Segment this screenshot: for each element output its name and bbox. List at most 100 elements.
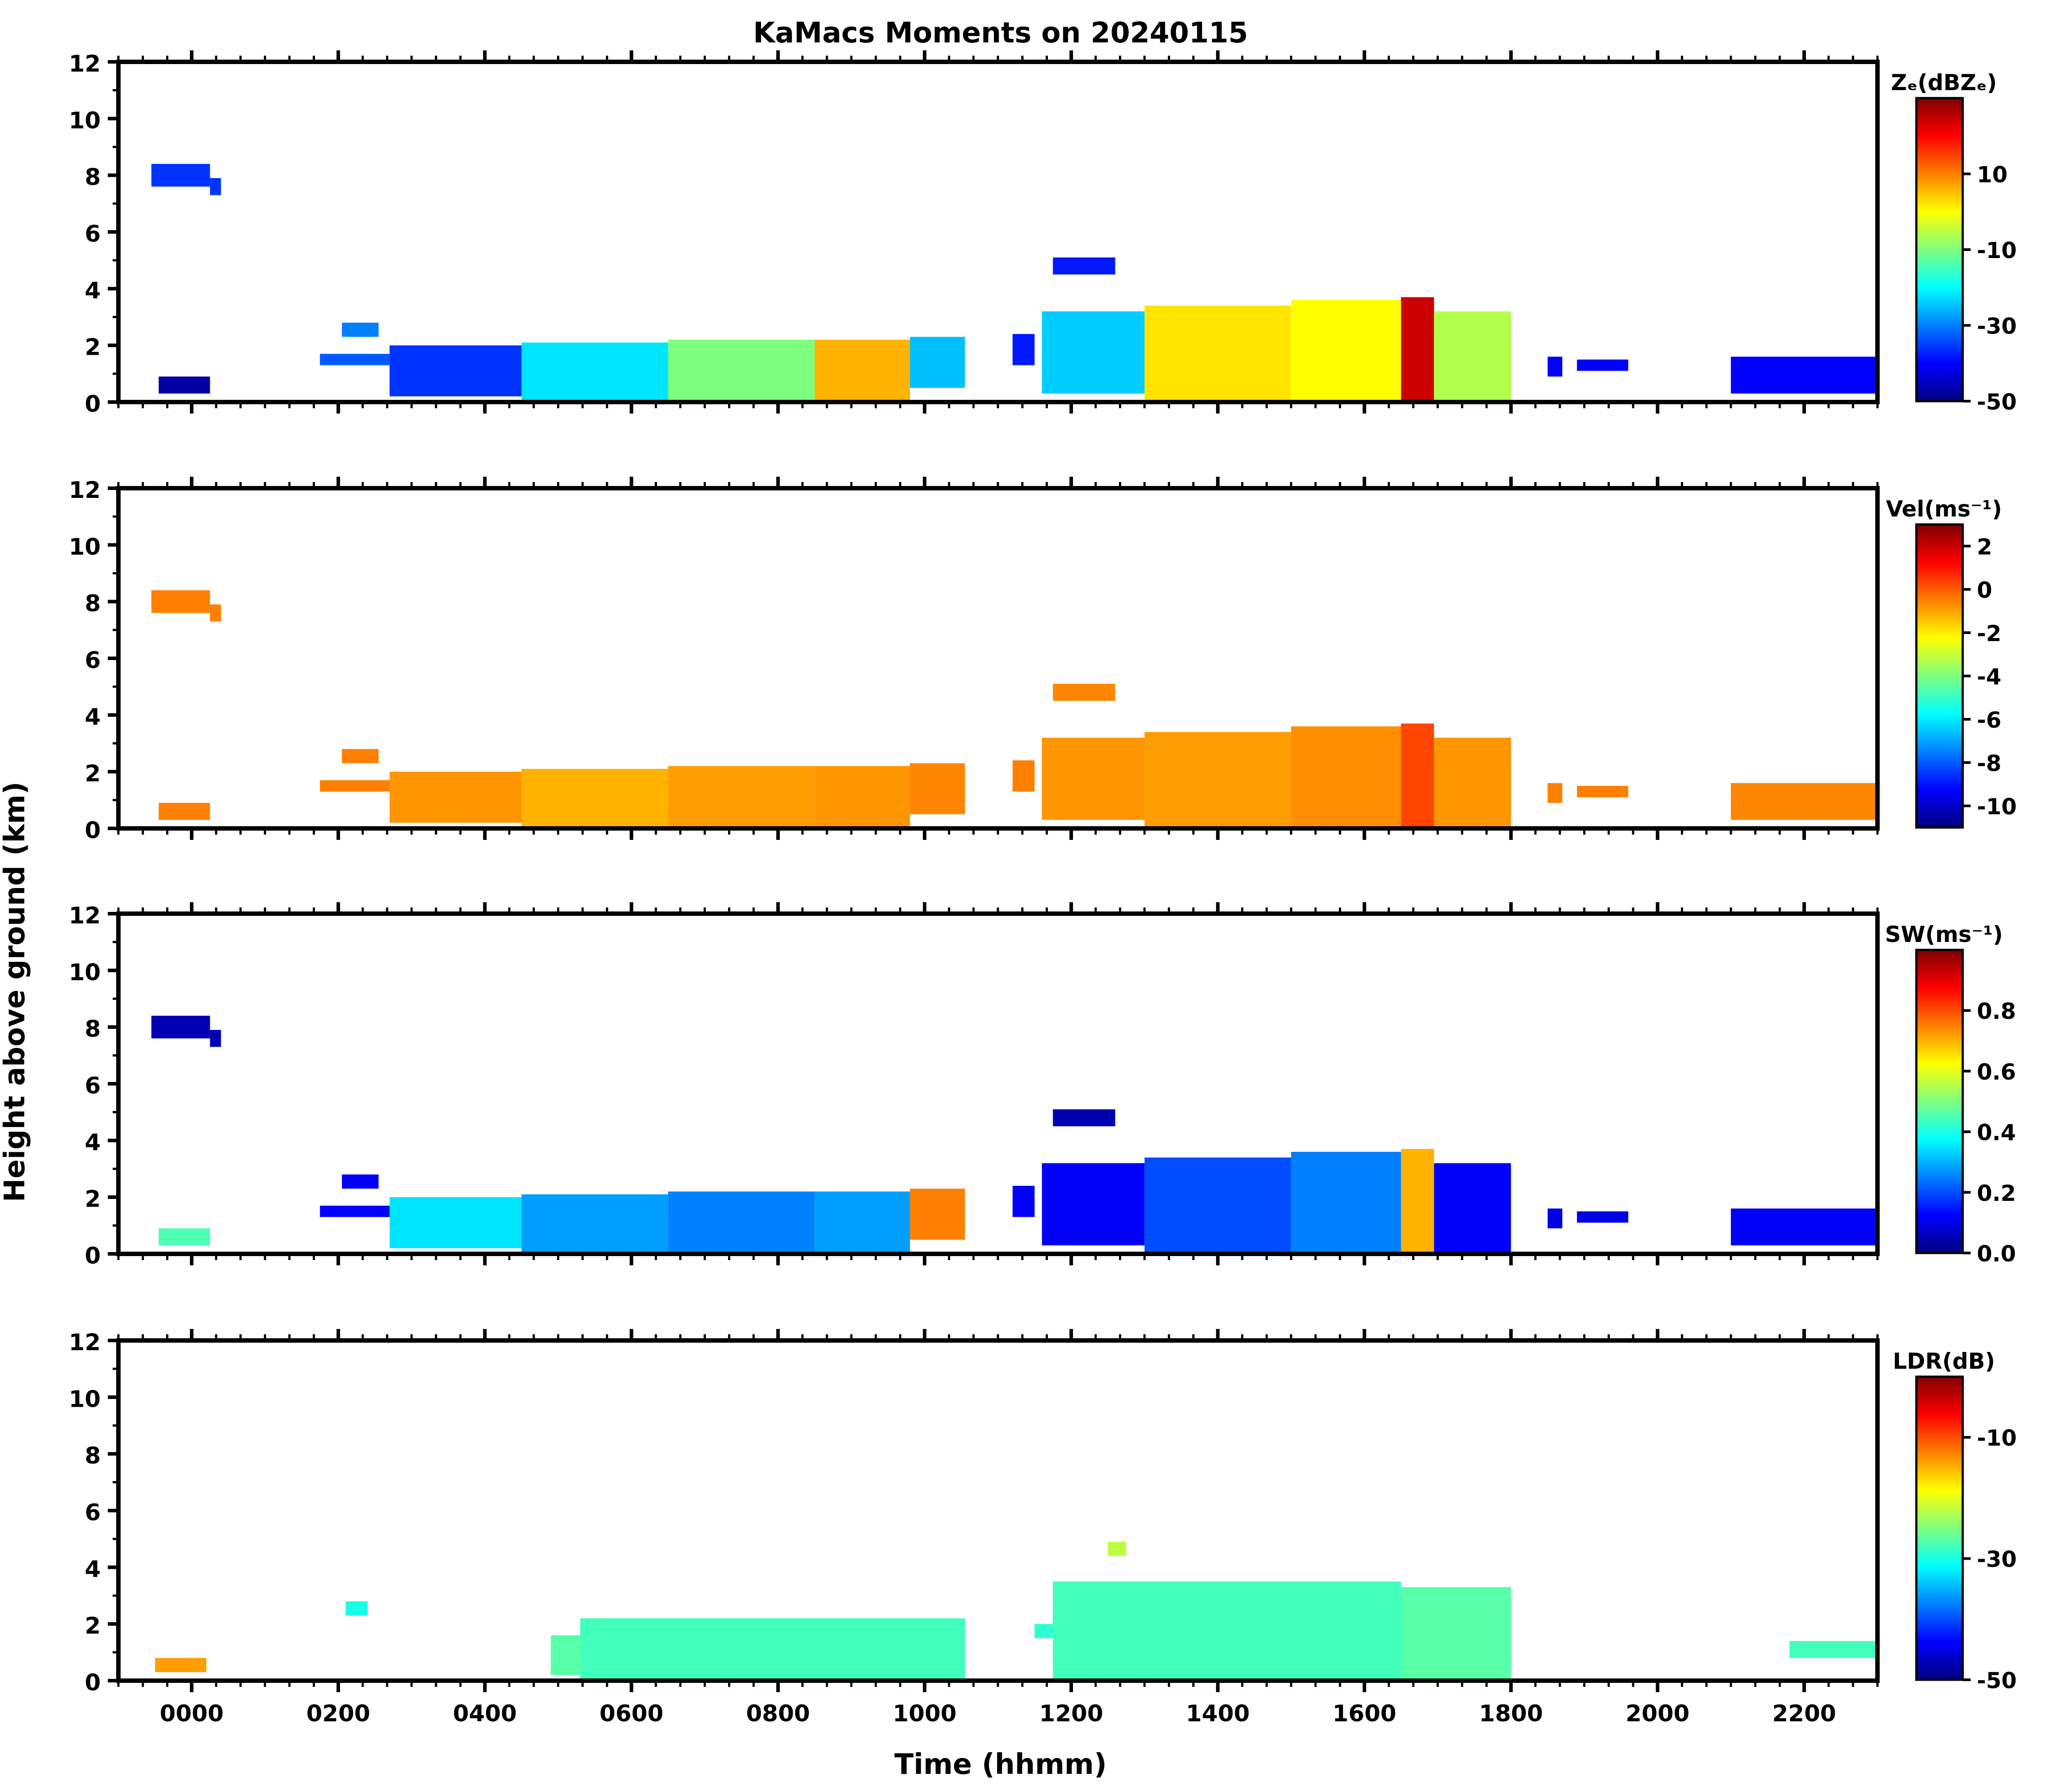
- echo-region: [815, 339, 910, 402]
- x-tick-label: 1600: [1332, 1701, 1396, 1727]
- colorbar-tick-label: -4: [1977, 664, 2002, 690]
- y-tick-label: 12: [69, 51, 101, 77]
- plot-area: [118, 1340, 1877, 1681]
- colorbar-tick-label: 0.6: [1977, 1059, 2016, 1085]
- y-tick-label: 8: [85, 1443, 101, 1469]
- colorbar: [1915, 97, 1964, 402]
- y-tick-label: 2: [85, 1613, 101, 1640]
- y-tick-label: 10: [69, 107, 101, 134]
- echo-region: [668, 339, 815, 402]
- y-tick-label: 4: [85, 704, 101, 730]
- echo-region: [389, 771, 522, 823]
- echo-region: [1291, 300, 1401, 402]
- plot-area: [118, 488, 1877, 828]
- echo-region: [320, 780, 390, 792]
- echo-region: [668, 766, 815, 828]
- echo-region: [210, 604, 221, 622]
- echo-region: [210, 1030, 221, 1047]
- echo-region: [1144, 1157, 1291, 1254]
- echo-region: [1144, 305, 1291, 402]
- echo-region: [159, 376, 210, 394]
- colorbar-tick-label: 0: [1977, 577, 1992, 603]
- y-tick-label: 12: [69, 477, 101, 504]
- y-tick-label: 10: [69, 534, 101, 560]
- echo-region: [1053, 257, 1115, 275]
- y-tick-label: 4: [85, 1556, 101, 1583]
- x-tick-label: 1800: [1479, 1701, 1543, 1727]
- colorbar: [1915, 1375, 1964, 1681]
- colorbar-tick-label: 0.0: [1977, 1241, 2016, 1267]
- echo-region: [668, 1191, 815, 1254]
- y-tick-label: 0: [85, 817, 101, 844]
- y-tick-label: 6: [85, 1500, 101, 1526]
- colorbar-label: LDR(dB): [1893, 1348, 1995, 1374]
- echo-region: [1731, 357, 1877, 394]
- colorbar-tick-label: -30: [1977, 1547, 2017, 1572]
- echo-region: [1577, 359, 1628, 371]
- y-tick-label: 6: [85, 221, 101, 247]
- echo-region: [389, 1197, 522, 1249]
- echo-region: [342, 749, 379, 763]
- echo-region: [151, 1016, 210, 1039]
- echo-region: [1401, 297, 1434, 402]
- echo-layer: [151, 164, 1877, 402]
- colorbar-tick-label: -6: [1977, 707, 2002, 733]
- echo-region: [815, 1191, 910, 1254]
- x-tick-label: 1200: [1039, 1701, 1104, 1727]
- echo-region: [910, 1188, 965, 1240]
- echo-region: [342, 1174, 379, 1189]
- echo-region: [159, 803, 210, 820]
- colorbar-tick-label: -10: [1977, 238, 2017, 263]
- echo-region: [521, 342, 668, 402]
- colorbar-tick-label: 10: [1977, 162, 2008, 188]
- echo-region: [1013, 1186, 1035, 1217]
- colorbar: [1915, 523, 1964, 829]
- x-tick-label: 1000: [893, 1701, 957, 1727]
- echo-region: [1053, 683, 1115, 701]
- y-tick-label: 2: [85, 334, 101, 361]
- echo-region: [1013, 334, 1035, 365]
- plot-area: [118, 62, 1877, 402]
- echo-region: [521, 1194, 668, 1254]
- echo-region: [389, 345, 522, 397]
- echo-region: [320, 1205, 390, 1217]
- colorbar-tick-label: 0.8: [1977, 999, 2016, 1024]
- y-tick-label: 0: [85, 1670, 101, 1696]
- echo-region: [1053, 1581, 1401, 1681]
- echo-region: [815, 766, 910, 828]
- echo-region: [1401, 1587, 1511, 1681]
- x-tick-label: 2200: [1772, 1701, 1836, 1727]
- echo-region: [1547, 783, 1562, 803]
- echo-region: [1042, 311, 1145, 394]
- echo-region: [1401, 1149, 1434, 1254]
- y-tick-label: 12: [69, 1329, 101, 1356]
- y-tick-label: 2: [85, 761, 101, 787]
- echo-region: [1577, 786, 1628, 797]
- y-tick-label: 8: [85, 164, 101, 191]
- echo-region: [1577, 1211, 1628, 1223]
- echo-region: [1731, 1208, 1877, 1245]
- echo-region: [159, 1228, 210, 1245]
- colorbar-label: SW(ms⁻¹): [1885, 922, 2003, 947]
- echo-region: [1144, 732, 1291, 828]
- echo-region: [1434, 737, 1511, 828]
- x-tick-label: 0200: [306, 1701, 370, 1727]
- echo-region: [1434, 1163, 1511, 1254]
- echo-region: [1731, 783, 1877, 820]
- x-axis-label: Time (hhmm): [895, 1748, 1107, 1781]
- figure-title: KaMacs Moments on 20240115: [753, 17, 1248, 49]
- echo-region: [210, 178, 221, 195]
- y-tick-label: 10: [69, 1386, 101, 1412]
- colorbar-tick-label: -30: [1977, 314, 2017, 339]
- echo-region: [1291, 1152, 1401, 1254]
- echo-region: [550, 1635, 580, 1675]
- colorbar-tick-label: -50: [1977, 389, 2017, 415]
- colorbar: [1915, 949, 1964, 1254]
- y-tick-label: 6: [85, 1073, 101, 1099]
- echo-region: [1547, 1208, 1562, 1229]
- echo-region: [580, 1618, 965, 1681]
- y-tick-label: 4: [85, 277, 101, 304]
- y-tick-label: 8: [85, 591, 101, 617]
- plot-area: [118, 914, 1877, 1254]
- colorbar-tick-label: -10: [1977, 794, 2017, 820]
